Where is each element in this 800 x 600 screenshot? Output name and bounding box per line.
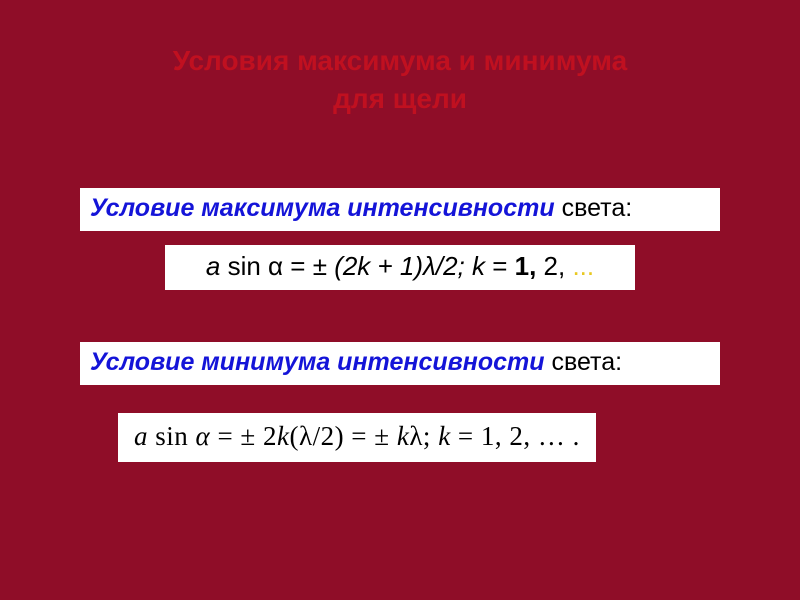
min-formula-row: a sin α = ± 2k(λ/2) = ± kλ; k = 1, 2, … …	[80, 413, 720, 462]
min-condition-emphasis: Условие минимума интенсивности	[90, 348, 545, 376]
max-condition-emphasis: Условие максимума интенсивности	[90, 194, 555, 222]
formula-var-k: k	[438, 421, 450, 451]
formula-var-a: a	[206, 251, 220, 281]
formula-paren: (2k + 1)λ/2; k	[334, 251, 485, 281]
spacer	[0, 290, 800, 342]
formula-text: =	[485, 251, 515, 281]
formula-ellipsis: ...	[572, 251, 594, 281]
slide: Условия максимума и минимума для щели Ус…	[0, 0, 800, 600]
title-line-2: для щели	[333, 83, 467, 114]
slide-title: Условия максимума и минимума для щели	[0, 0, 800, 128]
formula-var-alpha: α	[196, 421, 211, 451]
formula-var-a: a	[134, 421, 148, 451]
formula-one: 1,	[515, 251, 537, 281]
formula-text: = ± 2	[210, 421, 277, 451]
formula-text: sin	[148, 421, 196, 451]
max-condition-box: Условие максимума интенсивности света:	[80, 188, 720, 231]
spacer	[0, 128, 800, 188]
formula-text: sin α = ±	[220, 251, 334, 281]
formula-text: 2,	[536, 251, 572, 281]
formula-text: (λ/2) = ±	[289, 421, 396, 451]
min-condition-box: Условие минимума интенсивности света:	[80, 342, 720, 385]
title-line-1: Условия максимума и минимума	[173, 45, 627, 76]
spacer	[0, 231, 800, 245]
max-formula-box: a sin α = ± (2k + 1)λ/2; k = 1, 2, ...	[165, 245, 635, 290]
formula-var-k: k	[397, 421, 409, 451]
min-formula-box: a sin α = ± 2k(λ/2) = ± kλ; k = 1, 2, … …	[118, 413, 596, 462]
formula-var-k: k	[277, 421, 289, 451]
max-condition-tail: света:	[555, 194, 633, 222]
min-condition-tail: света:	[545, 348, 623, 376]
formula-text: λ;	[409, 421, 438, 451]
formula-text: = 1, 2, … .	[451, 421, 580, 451]
spacer	[0, 385, 800, 413]
